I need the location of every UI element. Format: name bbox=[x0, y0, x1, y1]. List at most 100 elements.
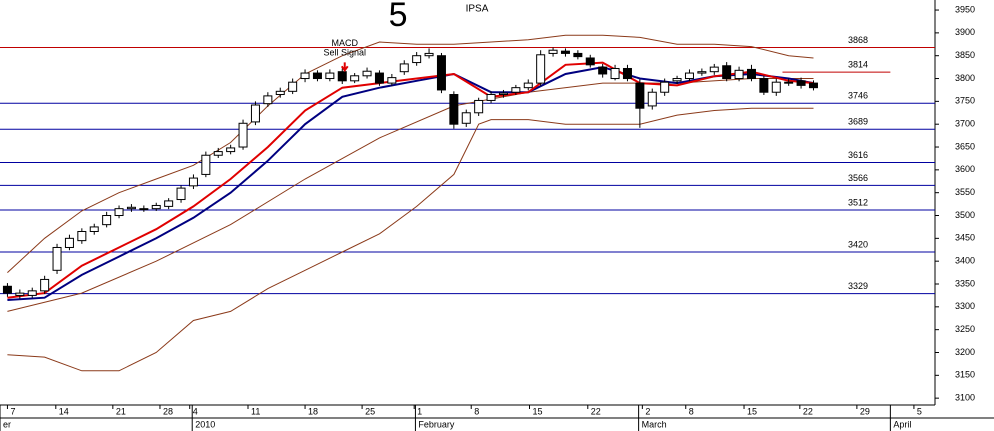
x-tick-label: 22 bbox=[591, 406, 601, 416]
candle-body bbox=[734, 69, 744, 80]
signal-arrow bbox=[340, 62, 349, 72]
indicator-line bbox=[7, 34, 814, 273]
y-tick-label: 3200 bbox=[955, 347, 975, 357]
candle-body bbox=[52, 246, 62, 271]
indicator-line bbox=[7, 61, 814, 299]
candle-body bbox=[40, 278, 50, 292]
candle-body bbox=[660, 81, 670, 93]
candle-body bbox=[263, 95, 273, 105]
x-tick-label: 5 bbox=[917, 406, 922, 416]
candle-body bbox=[684, 72, 694, 80]
candle-body bbox=[511, 87, 521, 93]
y-tick-label: 3750 bbox=[955, 96, 975, 106]
candle-body bbox=[27, 290, 37, 296]
candle-body bbox=[325, 72, 335, 80]
y-tick-label: 3950 bbox=[955, 4, 975, 14]
candle-body bbox=[15, 292, 25, 296]
x-tick-label: 14 bbox=[59, 406, 69, 416]
candle-body bbox=[238, 122, 248, 148]
candle-body bbox=[201, 154, 211, 175]
candle-body bbox=[610, 67, 620, 80]
x-tick-label: 11 bbox=[251, 406, 260, 416]
candle-body bbox=[709, 66, 719, 73]
x-tick-label: 1 bbox=[417, 406, 422, 416]
candle-body bbox=[350, 75, 360, 82]
month-label: April bbox=[893, 419, 911, 429]
x-tick-label: 29 bbox=[860, 406, 870, 416]
x-tick-label: 18 bbox=[308, 406, 318, 416]
indicator-line bbox=[7, 107, 814, 372]
candle-body bbox=[461, 112, 471, 124]
annotation: Sell Signal bbox=[323, 47, 366, 57]
y-tick-label: 3250 bbox=[955, 324, 975, 334]
level-label: 3746 bbox=[848, 91, 868, 101]
level-label: 3512 bbox=[848, 197, 868, 207]
x-tick-label: 22 bbox=[803, 406, 813, 416]
candle-body bbox=[771, 81, 781, 93]
candle-body bbox=[598, 66, 608, 75]
candle-body bbox=[697, 71, 707, 74]
candle-body bbox=[808, 82, 818, 89]
candle-body bbox=[523, 82, 533, 89]
candle-body bbox=[226, 147, 236, 153]
annotation: MACD bbox=[331, 38, 358, 48]
y-tick-label: 3400 bbox=[955, 256, 975, 266]
y-tick-label: 3100 bbox=[955, 393, 975, 403]
candle-body bbox=[560, 50, 570, 54]
y-tick-label: 3450 bbox=[955, 233, 975, 243]
x-tick-label: 4 bbox=[193, 406, 198, 416]
candle-body bbox=[312, 72, 322, 80]
y-tick-label: 3600 bbox=[955, 164, 975, 174]
candle-body bbox=[188, 177, 198, 187]
candle-body bbox=[362, 70, 372, 77]
candle-body bbox=[213, 151, 223, 156]
candle-body bbox=[176, 187, 186, 201]
x-tick-label: 7 bbox=[10, 406, 15, 416]
candle-body bbox=[288, 81, 298, 92]
candle-body bbox=[449, 94, 459, 125]
month-label: February bbox=[418, 419, 455, 429]
x-tick-label: 15 bbox=[533, 406, 543, 416]
candle-body bbox=[796, 80, 806, 86]
candle-body bbox=[139, 208, 149, 211]
level-label: 3329 bbox=[848, 281, 868, 291]
candle-body bbox=[672, 78, 682, 82]
candle-body bbox=[102, 215, 112, 226]
level-label: 3566 bbox=[848, 173, 868, 183]
level-label: 3689 bbox=[848, 117, 868, 127]
x-tick-label: 8 bbox=[474, 406, 479, 416]
y-tick-label: 3500 bbox=[955, 210, 975, 220]
candle-body bbox=[784, 81, 794, 84]
candle-body bbox=[300, 72, 310, 80]
candle-body bbox=[114, 208, 124, 217]
candle-body bbox=[374, 72, 384, 84]
candle-body bbox=[436, 55, 446, 91]
candle-body bbox=[573, 52, 583, 58]
chart-title: IPSA bbox=[466, 4, 489, 15]
y-tick-label: 3550 bbox=[955, 187, 975, 197]
candle-body bbox=[77, 230, 87, 242]
candle-body bbox=[746, 68, 756, 80]
candle-body bbox=[151, 204, 161, 210]
y-tick-label: 3650 bbox=[955, 141, 975, 151]
candle-body bbox=[585, 57, 595, 66]
y-tick-label: 3150 bbox=[955, 370, 975, 380]
candle-body bbox=[759, 78, 769, 93]
month-label: 2010 bbox=[195, 419, 215, 429]
candle-body bbox=[635, 82, 645, 109]
candle-body bbox=[424, 52, 434, 57]
y-tick-label: 3300 bbox=[955, 301, 975, 311]
candle-body bbox=[275, 90, 285, 96]
candle-body bbox=[622, 67, 632, 80]
candle-body bbox=[412, 55, 422, 64]
month-label: er bbox=[3, 419, 11, 429]
level-label: 3420 bbox=[848, 239, 868, 249]
y-tick-label: 3350 bbox=[955, 278, 975, 288]
candle-body bbox=[2, 285, 12, 294]
candle-body bbox=[337, 71, 347, 82]
x-tick-label: 2 bbox=[645, 406, 650, 416]
candle-body bbox=[498, 92, 508, 96]
candle-body bbox=[474, 99, 484, 114]
candle-body bbox=[647, 91, 657, 107]
